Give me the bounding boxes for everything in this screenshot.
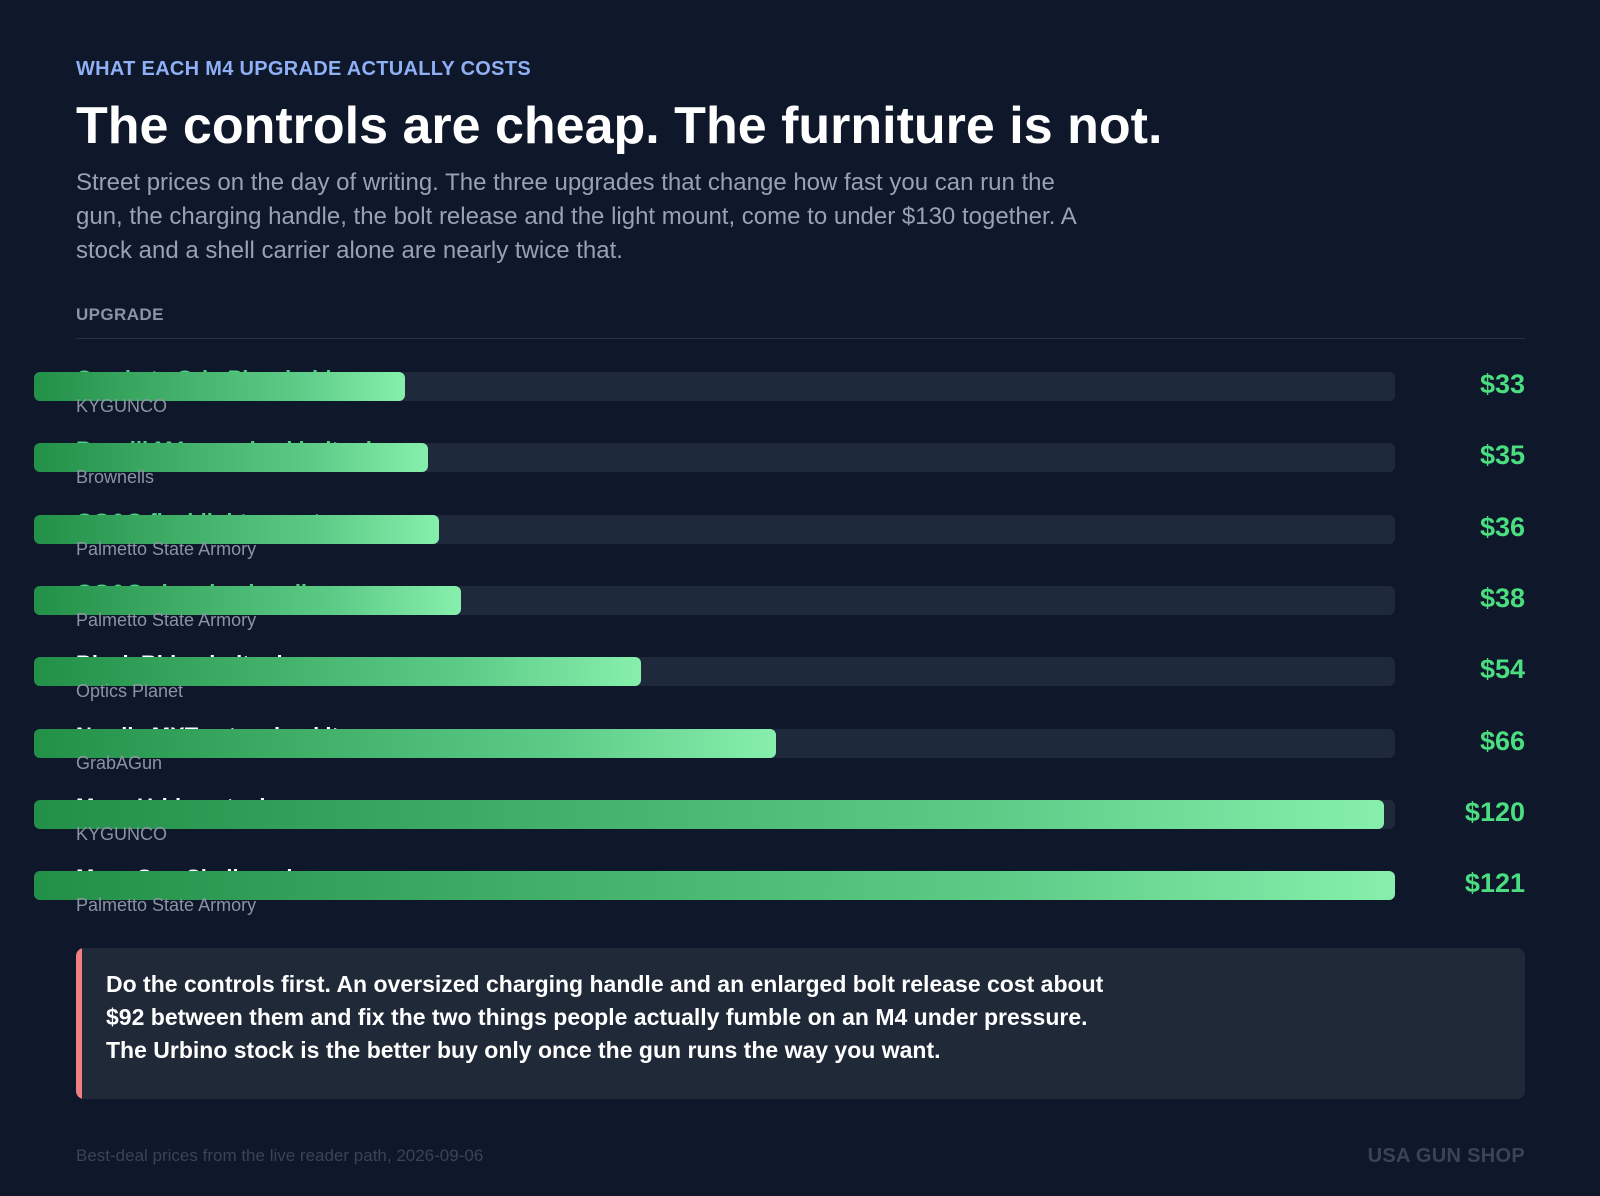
source-note: Best-deal prices from the live reader pa…: [76, 1146, 484, 1165]
bar-track: [34, 514, 1395, 544]
page-subtitle: Street prices on the day of writing. The…: [76, 169, 1076, 264]
bar: [34, 585, 462, 615]
bar-track: [34, 372, 1395, 401]
column-header-upgrade: UPGRADE: [76, 305, 164, 324]
bar-value-label: $36: [1479, 511, 1525, 542]
bar-track: [34, 657, 1395, 687]
header-divider: [76, 338, 1525, 339]
bar-value-label: $120: [1464, 796, 1525, 827]
bar-vendor: Brownells: [76, 467, 155, 488]
bar-row: Mesa Urbino stockKYGUNCO$120: [34, 794, 1525, 871]
bar-row: Benelli M4 oversized bolt releaseBrownel…: [34, 437, 1525, 514]
bar-row: Black Rhino bolt releaseOptics Planet$54: [34, 651, 1525, 728]
callout-box: Do the controls first. An oversized char…: [76, 948, 1525, 1099]
bar-value-label: $38: [1479, 582, 1525, 613]
bar: [34, 514, 439, 544]
callout-text: Do the controls first. An oversized char…: [106, 971, 1104, 1063]
bar: [34, 728, 777, 758]
bar: [34, 799, 1384, 829]
bar: [34, 443, 428, 473]
bar-value-label: $33: [1479, 369, 1525, 399]
bar-value-label: $121: [1464, 868, 1525, 899]
bar-track: [34, 585, 1395, 615]
bar-vendor: Palmetto State Armory: [76, 895, 257, 916]
bar-vendor: KYGUNCO: [76, 396, 168, 416]
bar: [34, 372, 406, 401]
bar-vendor: KYGUNCO: [76, 823, 168, 844]
bar-row: Nordic MXT extension kitGrabAGun$66: [34, 723, 1525, 800]
bar: [34, 657, 642, 687]
bar-track: [34, 871, 1395, 901]
bar-value-label: $54: [1479, 654, 1525, 685]
bar-value-label: $66: [1479, 725, 1525, 756]
infographic: WHAT EACH M4 UPGRADE ACTUALLY COSTS The …: [34, 0, 1525, 1196]
bar: [34, 871, 1395, 901]
bar-track: [34, 443, 1395, 473]
bar-vendor: GrabAGun: [76, 752, 163, 773]
brand-logo-text: USA GUN SHOP: [1367, 1145, 1525, 1167]
bar-value-label: $35: [1479, 440, 1525, 471]
callout-accent-bar: [76, 948, 82, 1099]
bar-vendor: Optics Planet: [76, 681, 184, 702]
bar-row: Mesa SureShell carrierPalmetto State Arm…: [34, 865, 1525, 942]
bar-track: [34, 799, 1395, 829]
bar-row: Cerakote Grip PlaceholderKYGUNCO$33: [34, 366, 1525, 443]
page-title: The controls are cheap. The furniture is…: [76, 97, 1163, 155]
eyebrow-label: WHAT EACH M4 UPGRADE ACTUALLY COSTS: [76, 58, 531, 80]
bar-track: [34, 728, 1395, 758]
bar-vendor: Palmetto State Armory: [76, 538, 257, 559]
bar-vendor: Palmetto State Armory: [76, 609, 257, 630]
bar-row: GG&G charging handlePalmetto State Armor…: [34, 580, 1525, 657]
bar-row: GG&G flashlight mountPalmetto State Armo…: [34, 509, 1525, 586]
